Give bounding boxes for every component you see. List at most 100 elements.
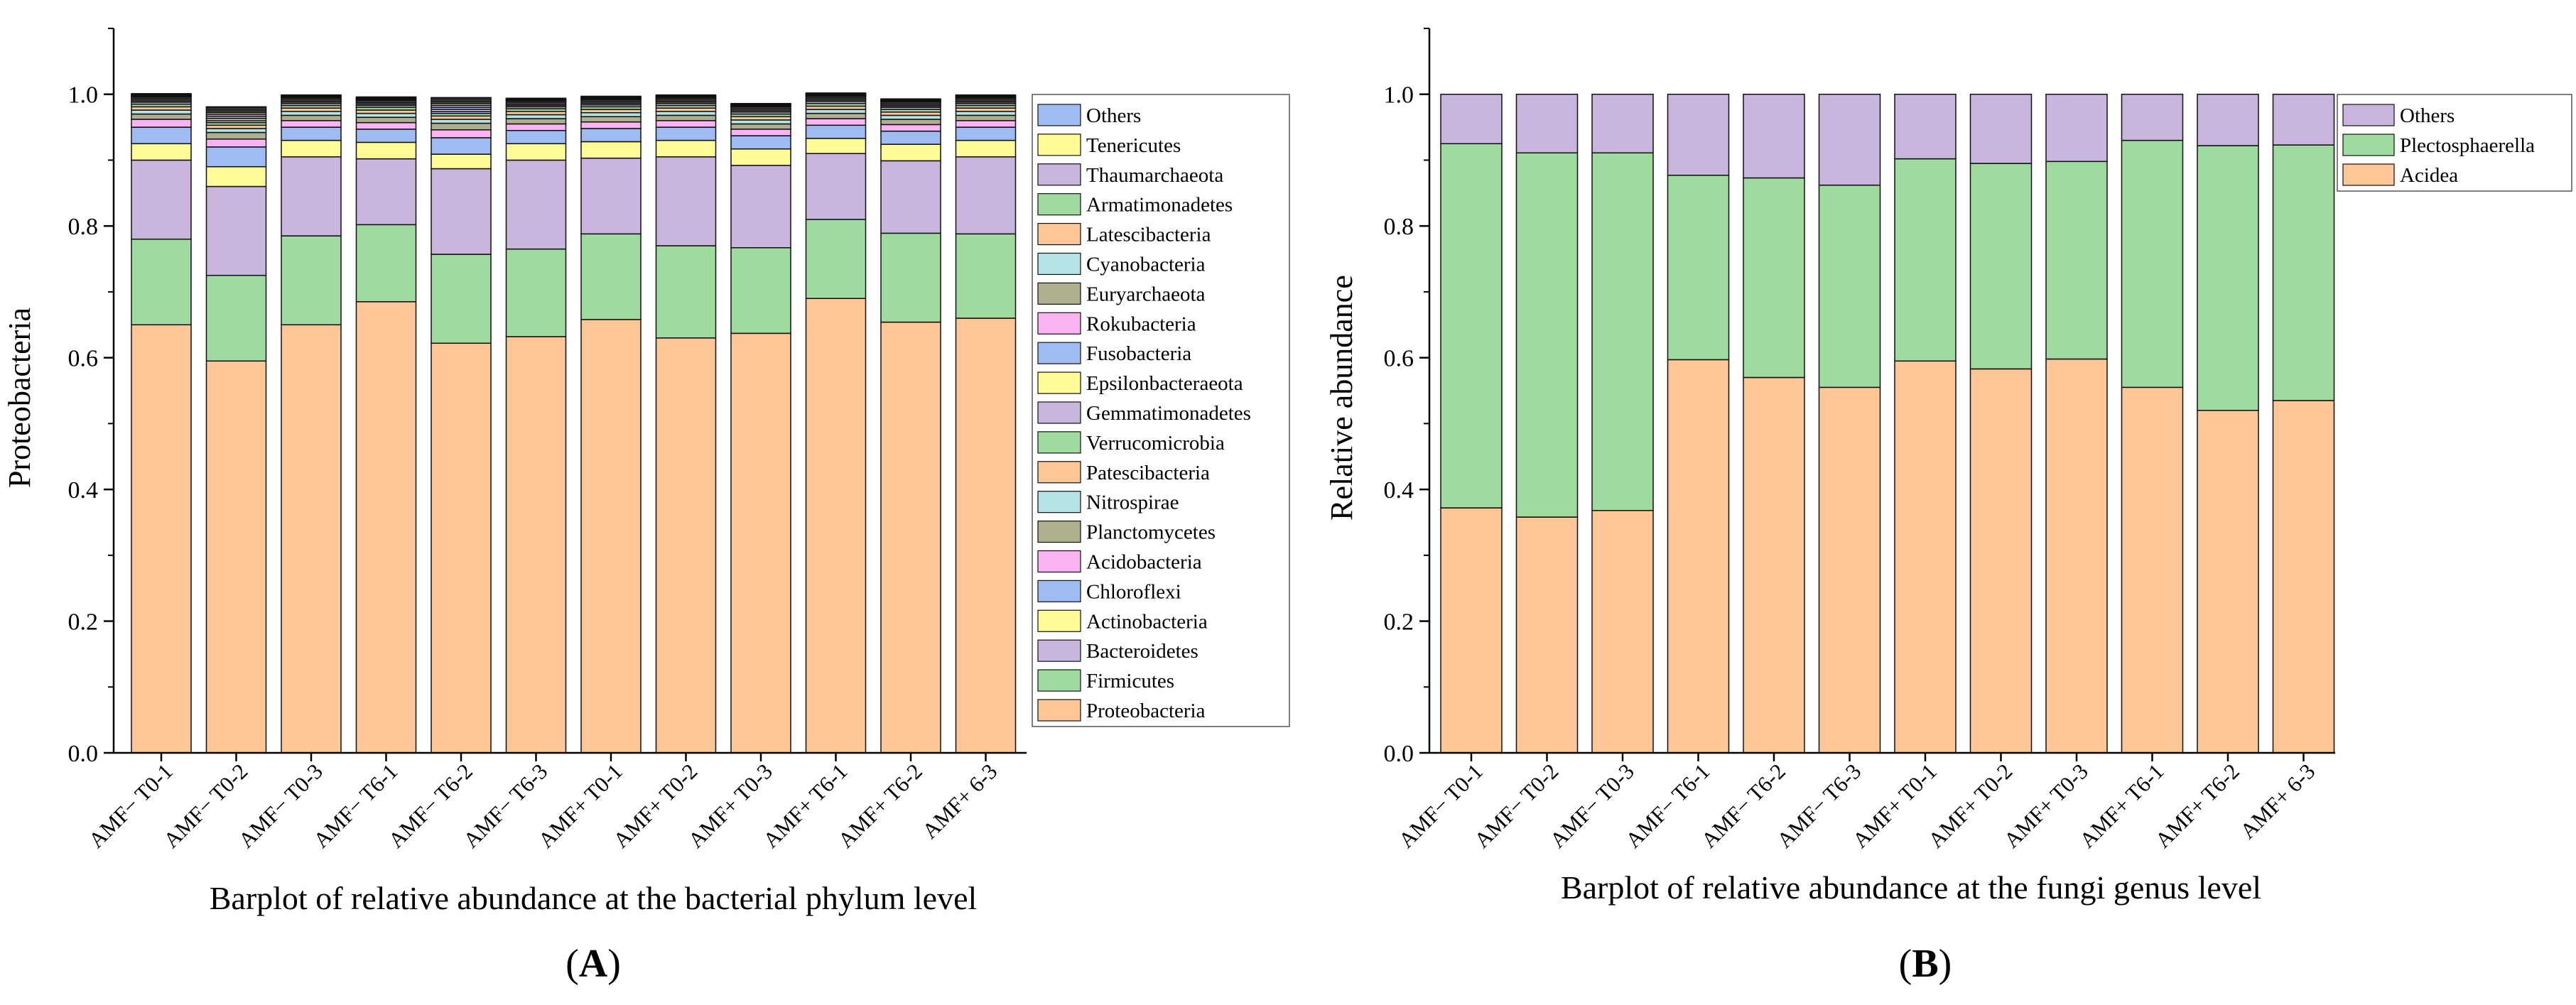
bar-segment-bacteroidetes-9 bbox=[730, 165, 791, 249]
bar-segment-others-1 bbox=[1440, 93, 1503, 145]
bar-segment-others-3 bbox=[1591, 93, 1654, 154]
legend-swatch-chloroflexi bbox=[1037, 580, 1081, 602]
bar-segment-chloroflexi-9 bbox=[730, 135, 791, 150]
legend-label: Patescibacteria bbox=[1086, 462, 1210, 484]
legend-swatch-bacteroidetes bbox=[1037, 639, 1081, 662]
bar-segment-planctomycetes-5 bbox=[431, 122, 492, 131]
bar-segment-others-7 bbox=[1894, 93, 1957, 160]
bar-segment-acidea-1 bbox=[1440, 507, 1503, 754]
legend-label: Rokubacteria bbox=[1086, 313, 1196, 335]
bar-segment-firmicutes-2 bbox=[205, 274, 267, 362]
y-tick-label: 0.8 bbox=[1384, 214, 1414, 240]
bar-segment-acidea-3 bbox=[1591, 510, 1654, 754]
bar-segment-acidobacteria-10 bbox=[805, 118, 867, 126]
bar-segment-firmicutes-1 bbox=[131, 238, 192, 326]
bar-segment-others-5 bbox=[1743, 93, 1805, 179]
bar-segment-planctomycetes-2 bbox=[205, 131, 267, 140]
bar-segment-bacteroidetes-10 bbox=[805, 153, 867, 220]
legend-label: Acidobacteria bbox=[1086, 550, 1202, 573]
bar-segment-plectosphaerella-1 bbox=[1440, 143, 1503, 509]
bar-segment-tenericutes-8 bbox=[655, 94, 717, 97]
bar-segment-tenericutes-5 bbox=[431, 97, 492, 99]
panel-label: (B) bbox=[1899, 942, 1952, 986]
bar-segment-acidobacteria-2 bbox=[205, 138, 267, 148]
bar-segment-acidea-7 bbox=[1894, 360, 1957, 754]
legend-label: Chloroflexi bbox=[1086, 580, 1181, 603]
bar-segment-firmicutes-5 bbox=[431, 254, 492, 344]
bar-segment-chloroflexi-1 bbox=[131, 126, 192, 145]
legend-label: Actinobacteria bbox=[1086, 610, 1208, 633]
bar-segment-others-11 bbox=[2197, 93, 2259, 146]
bar-segment-acidea-4 bbox=[1667, 359, 1730, 754]
legend-swatch-latescibacteria bbox=[1037, 222, 1081, 246]
bar-segment-chloroflexi-12 bbox=[955, 126, 1017, 141]
legend-label: Planctomycetes bbox=[1086, 521, 1216, 544]
bar-segment-planctomycetes-6 bbox=[505, 118, 567, 125]
bar-segment-acidobacteria-8 bbox=[655, 120, 717, 128]
bar-segment-actinobacteria-4 bbox=[355, 141, 417, 160]
bar-segment-acidobacteria-3 bbox=[281, 120, 342, 128]
bar-segment-proteobacteria-1 bbox=[131, 324, 192, 754]
legend-label: Gemmatimonadetes bbox=[1086, 402, 1251, 425]
bar-segment-nitrospirae-11 bbox=[880, 114, 941, 120]
bar-segment-plectosphaerella-8 bbox=[1969, 163, 2033, 370]
bar-segment-actinobacteria-7 bbox=[580, 141, 642, 159]
bar-segment-nitrospirae-8 bbox=[655, 111, 717, 116]
bar-segment-others-4 bbox=[1667, 93, 1730, 176]
legend-label: Proteobacteria bbox=[1086, 700, 1206, 722]
bar-segment-proteobacteria-10 bbox=[805, 298, 867, 754]
bar-segment-bacteroidetes-5 bbox=[431, 168, 492, 255]
bar-segment-chloroflexi-10 bbox=[805, 124, 867, 139]
legend-label: Others bbox=[2400, 104, 2455, 127]
bar-segment-planctomycetes-9 bbox=[730, 123, 791, 130]
legend-swatch-plectosphaerella bbox=[2342, 134, 2395, 156]
bar-segment-chloroflexi-11 bbox=[880, 130, 941, 145]
bar-segment-proteobacteria-11 bbox=[880, 321, 941, 754]
bar-segment-firmicutes-7 bbox=[580, 233, 642, 320]
y-tick-label: 1.0 bbox=[68, 82, 99, 109]
bar-segment-planctomycetes-12 bbox=[955, 114, 1017, 121]
bar-segment-plectosphaerella-4 bbox=[1667, 175, 1730, 361]
bar-segment-firmicutes-6 bbox=[505, 248, 567, 337]
bar-segment-firmicutes-11 bbox=[880, 232, 941, 323]
bar-segment-nitrospirae-3 bbox=[281, 111, 342, 116]
legend-swatch-patescibacteria bbox=[1037, 461, 1081, 484]
panel-label-letter: A bbox=[579, 942, 608, 986]
y-tick-label: 0.2 bbox=[1384, 609, 1414, 636]
bar-segment-acidea-10 bbox=[2121, 386, 2184, 754]
legend-label: Epsilonbacteraeota bbox=[1086, 372, 1243, 395]
bar-segment-others-6 bbox=[1818, 93, 1881, 186]
y-tick-label: 0.4 bbox=[1384, 477, 1414, 504]
bar-segment-tenericutes-12 bbox=[955, 94, 1017, 97]
bar-segment-planctomycetes-11 bbox=[880, 119, 941, 126]
panel-label-close: ) bbox=[1939, 942, 1952, 986]
bar-segment-plectosphaerella-2 bbox=[1515, 152, 1579, 518]
bar-segment-actinobacteria-9 bbox=[730, 148, 791, 166]
legend-swatch-proteobacteria bbox=[1037, 699, 1081, 722]
bar-segment-proteobacteria-7 bbox=[580, 319, 642, 754]
bar-segment-actinobacteria-10 bbox=[805, 138, 867, 154]
bar-segment-proteobacteria-3 bbox=[281, 324, 342, 754]
bar-segment-acidea-12 bbox=[2272, 400, 2335, 754]
bar-segment-actinobacteria-6 bbox=[505, 143, 567, 161]
bar-segment-acidea-9 bbox=[2045, 358, 2108, 754]
bar-segment-acidobacteria-9 bbox=[730, 129, 791, 136]
panel-label: (A) bbox=[565, 942, 621, 986]
bar-segment-plectosphaerella-3 bbox=[1591, 152, 1654, 511]
legend-swatch-planctomycetes bbox=[1037, 520, 1081, 543]
bar-segment-bacteroidetes-4 bbox=[355, 158, 417, 226]
bar-segment-chloroflexi-7 bbox=[580, 128, 642, 143]
legend-swatch-verrucomicrobia bbox=[1037, 431, 1081, 454]
bar-segment-nitrospirae-10 bbox=[805, 109, 867, 114]
bar-segment-proteobacteria-6 bbox=[505, 336, 567, 754]
legend-label: Nitrospirae bbox=[1086, 491, 1179, 514]
y-tick-label: 0.8 bbox=[68, 214, 99, 240]
bar-segment-chloroflexi-8 bbox=[655, 126, 717, 141]
legend-swatch-thaumarchaeota bbox=[1037, 163, 1081, 186]
bar-segment-bacteroidetes-8 bbox=[655, 156, 717, 246]
bar-segment-nitrospirae-4 bbox=[355, 112, 417, 118]
y-tick-label: 0.0 bbox=[1384, 741, 1414, 767]
legend-swatch-fusobacteria bbox=[1037, 342, 1081, 364]
bar-segment-others-10 bbox=[2121, 93, 2184, 141]
